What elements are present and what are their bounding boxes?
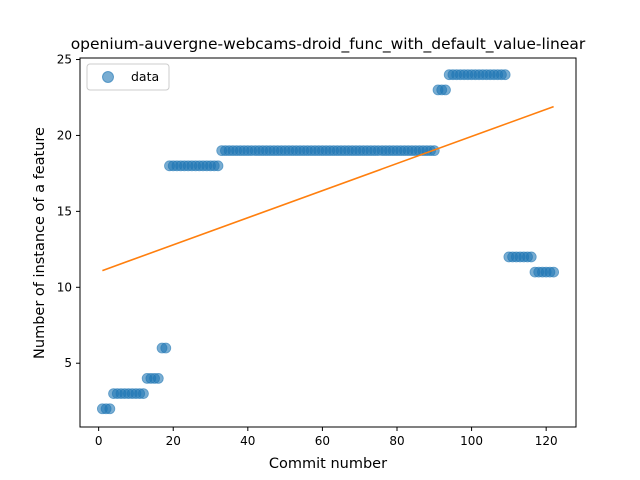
x-tick-label: 20	[166, 434, 181, 448]
data-point	[160, 342, 172, 354]
data-layer	[96, 69, 560, 415]
y-tick-label: 5	[64, 356, 72, 370]
x-tick-label: 0	[95, 434, 103, 448]
x-axis-label: Commit number	[269, 456, 387, 472]
fit-line	[102, 105, 554, 272]
legend-box	[86, 63, 170, 91]
x-tick-label: 80	[389, 434, 404, 448]
plot-area	[79, 57, 577, 428]
data-point	[104, 403, 116, 415]
data-point	[548, 266, 560, 278]
x-tick-label: 40	[240, 434, 255, 448]
plot-frame	[79, 57, 577, 428]
data-point	[212, 160, 224, 172]
y-tick-label: 15	[57, 204, 72, 218]
y-axis-label: Number of instance of a feature	[32, 127, 48, 359]
fit-layer	[102, 105, 554, 272]
x-tick-label: 100	[460, 434, 483, 448]
data-point	[137, 388, 149, 399]
x-axis: 0 20 40 60 80 100 120	[95, 427, 558, 448]
legend-marker	[102, 71, 114, 83]
y-tick-label: 10	[57, 280, 72, 294]
data-point	[440, 84, 451, 96]
data-point	[525, 251, 537, 263]
x-tick-label: 60	[315, 434, 330, 448]
y-tick-label: 25	[57, 53, 72, 67]
y-tick-label: 20	[57, 128, 72, 142]
data-point	[152, 373, 164, 384]
x-tick-label: 120	[535, 434, 558, 448]
y-axis: 5 10 15 20 25	[57, 53, 80, 370]
data-point	[499, 69, 511, 81]
chart-title: openium-auvergne-webcams-droid_func_with…	[71, 35, 586, 54]
legend: data	[86, 63, 170, 91]
legend-label: data	[131, 69, 159, 84]
